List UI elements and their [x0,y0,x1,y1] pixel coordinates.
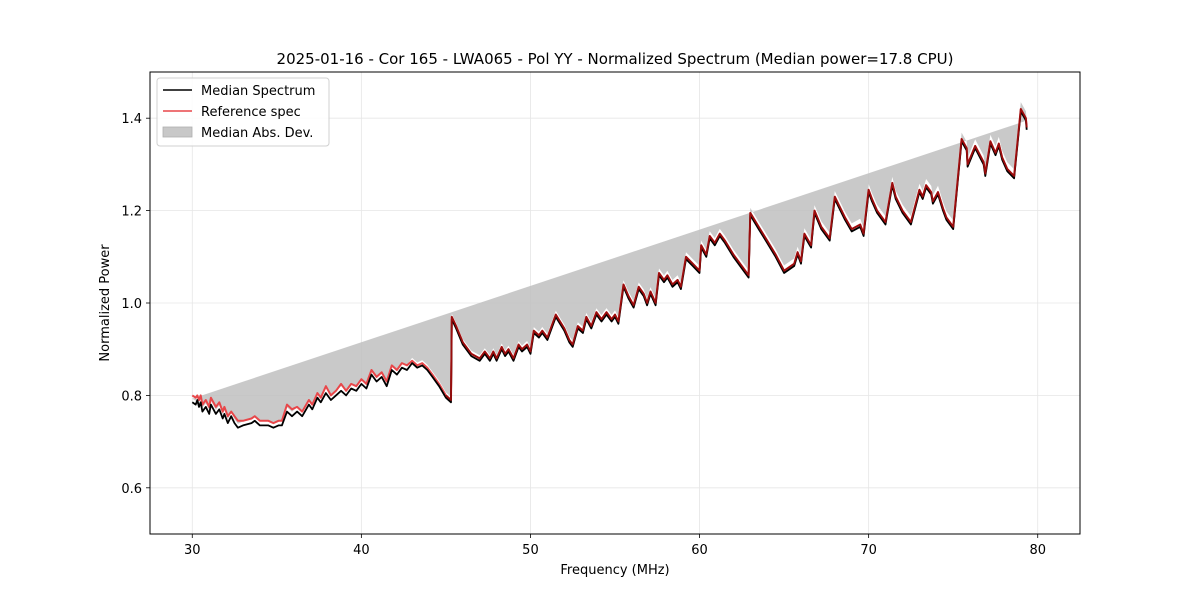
legend-median-label: Median Spectrum [201,84,315,99]
legend: Median Spectrum Reference spec Median Ab… [156,77,330,147]
y-axis-ticks: 0.6 0.8 1.0 1.2 1.4 [121,112,150,497]
legend-reference-label: Reference spec [201,105,301,120]
chart-title: 2025-01-16 - Cor 165 - LWA065 - Pol YY -… [277,50,954,68]
y-tick-label: 1.4 [121,112,142,127]
mad-band [192,102,1027,424]
x-tick-label: 70 [860,543,877,558]
mad-band-layer [192,102,1027,424]
y-axis-label: Normalized Power [98,244,113,362]
x-tick-label: 40 [353,543,370,558]
legend-mad-label: Median Abs. Dev. [201,126,313,141]
x-tick-label: 80 [1029,543,1046,558]
y-tick-label: 1.2 [121,205,142,220]
series-layer [191,108,1028,429]
legend-mad-swatch [162,126,193,138]
reference-spec-overlap-line [445,108,1028,401]
x-axis-ticks: 30 40 50 60 70 80 [184,534,1046,558]
legend-box [156,77,330,147]
y-tick-label: 1.0 [121,297,142,312]
x-tick-label: 30 [184,543,201,558]
y-tick-label: 0.6 [121,482,142,497]
y-tick-label: 0.8 [121,389,142,404]
x-tick-label: 60 [691,543,708,558]
x-axis-label: Frequency (MHz) [560,563,669,578]
x-tick-label: 50 [522,543,539,558]
